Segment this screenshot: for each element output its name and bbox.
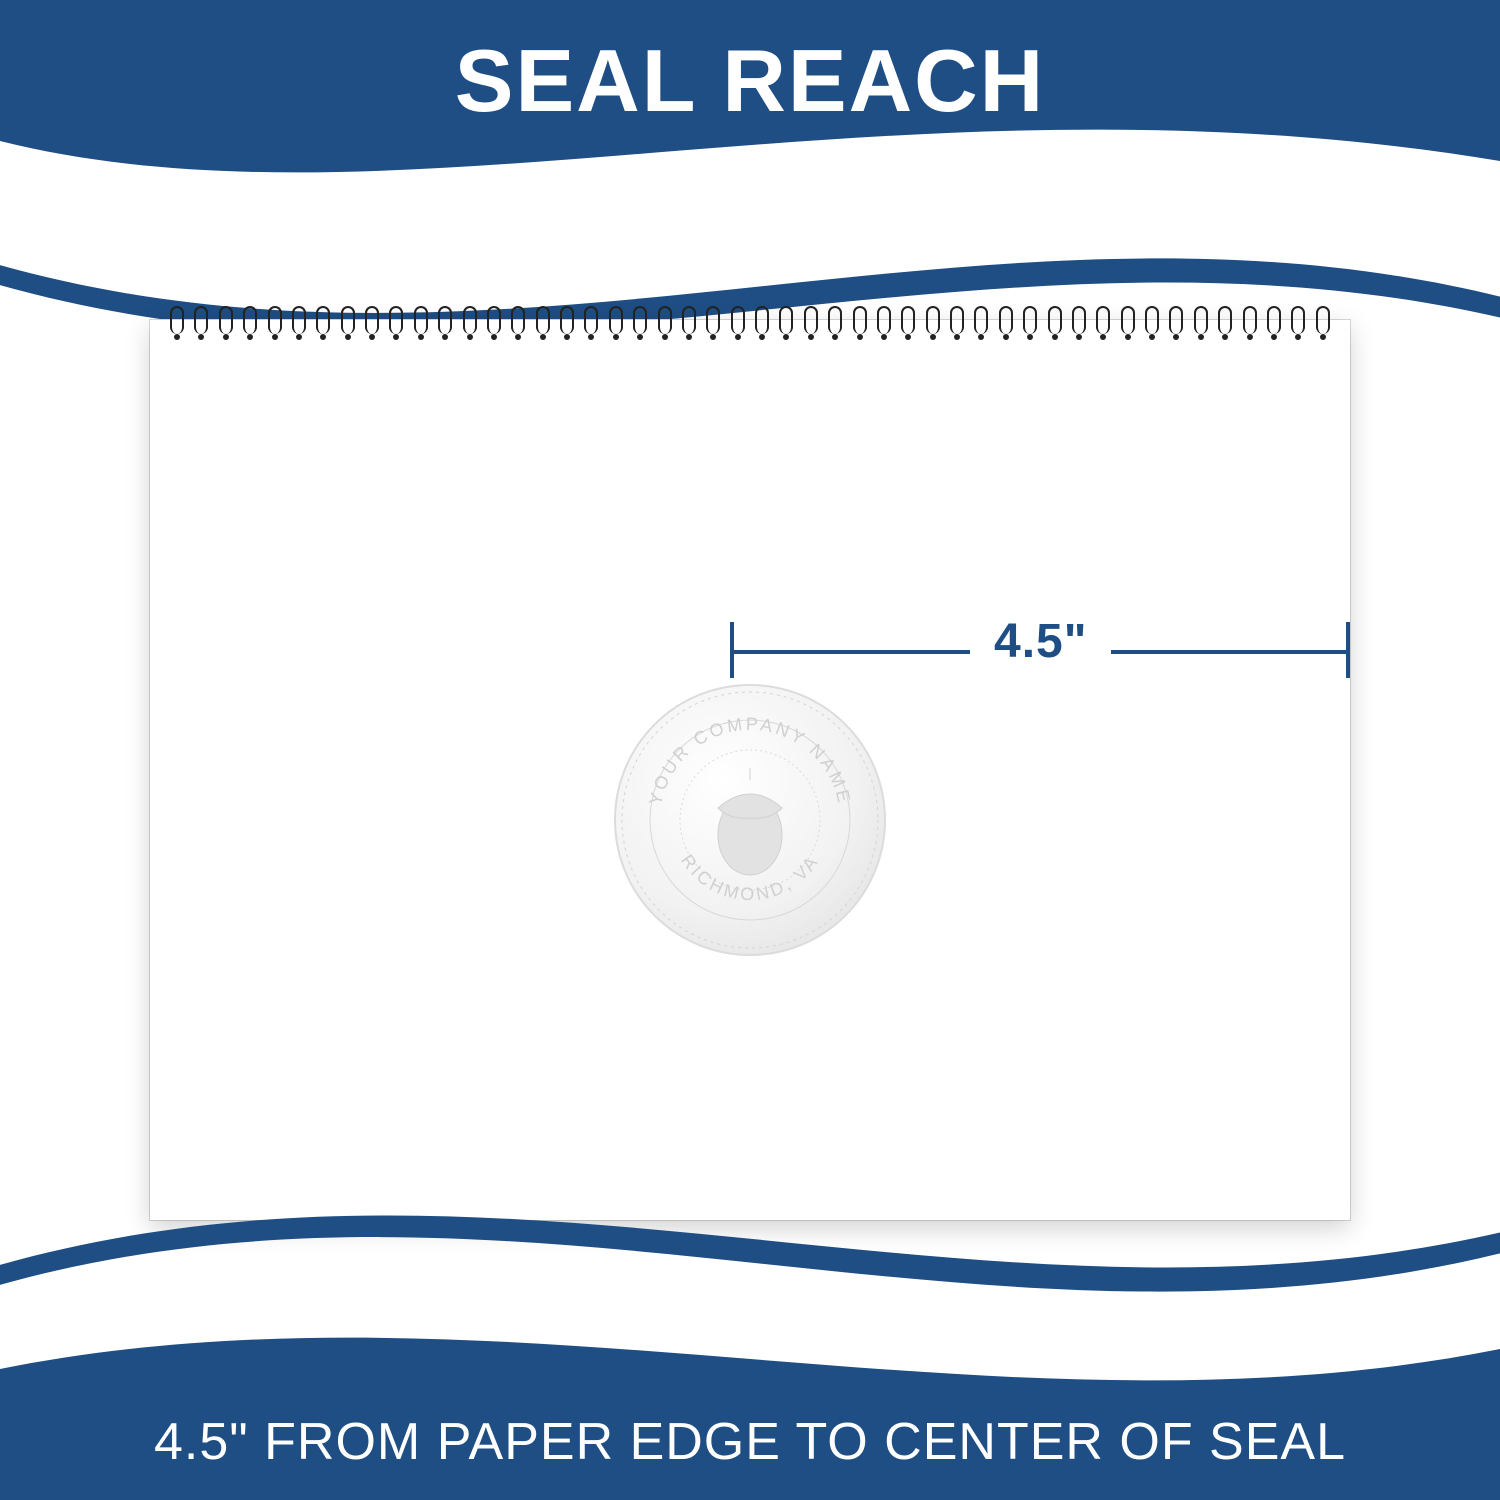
embossed-seal: YOUR COMPANY NAME RICHMOND, VA <box>610 680 890 960</box>
measurement-indicator: 4.5" <box>730 610 1350 690</box>
bottom-banner-curve <box>0 1299 1500 1409</box>
caption: 4.5" FROM PAPER EDGE TO CENTER OF SEAL <box>0 1412 1500 1472</box>
page-title: SEAL REACH <box>0 30 1500 132</box>
measure-label: 4.5" <box>970 610 1111 673</box>
measure-tick-right <box>1346 622 1350 678</box>
spiral-binding <box>170 306 1330 334</box>
notepad: 4.5" YOUR COMP <box>150 320 1350 1220</box>
